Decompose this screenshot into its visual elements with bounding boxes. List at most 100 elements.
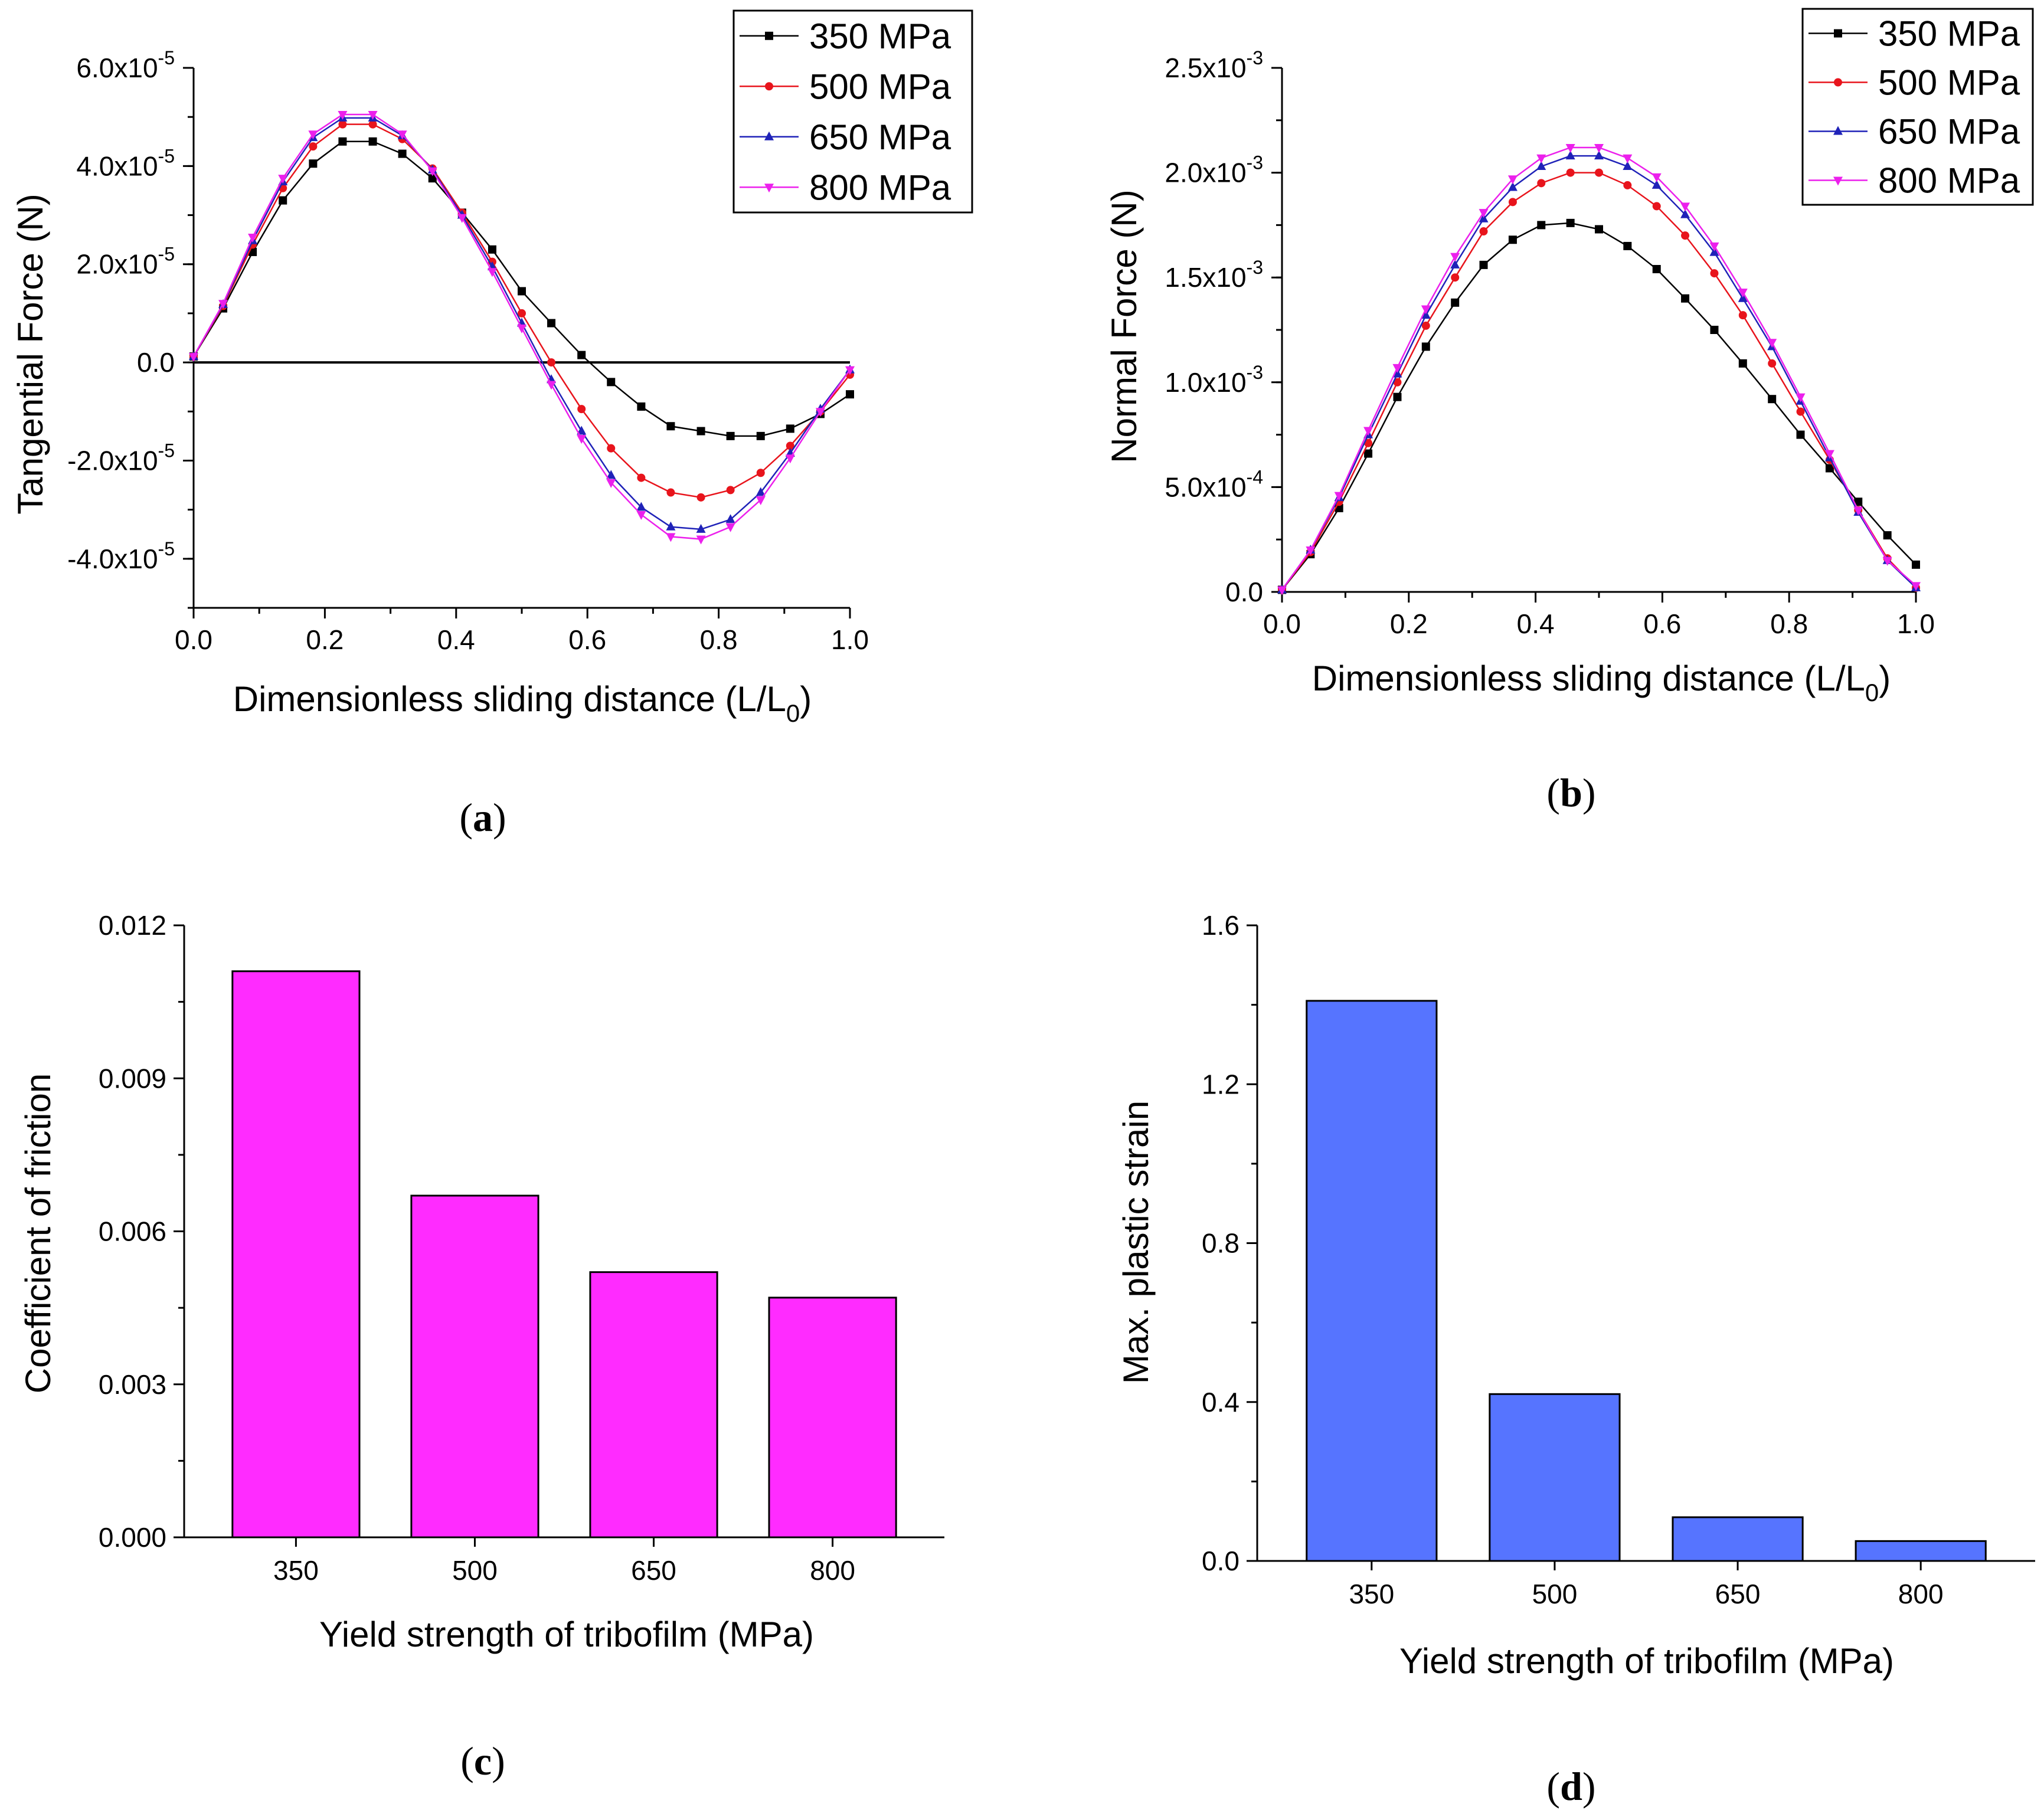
data-point xyxy=(666,533,676,542)
y-tick-label: 1.5x10-3 xyxy=(1165,257,1263,293)
data-point xyxy=(1738,359,1747,368)
y-tick-label: 0.8 xyxy=(1202,1228,1240,1259)
x-tick-label: 0.8 xyxy=(700,624,738,655)
data-point xyxy=(309,142,318,151)
y-tick-label: 2.5x10-3 xyxy=(1165,47,1263,83)
data-point xyxy=(756,496,766,505)
data-point xyxy=(606,479,616,488)
data-point xyxy=(1796,393,1806,402)
data-point xyxy=(1306,546,1316,555)
x-tick-label: 1.0 xyxy=(1897,608,1935,639)
x-axis-label: Yield strength of tribofilm (MPa) xyxy=(1399,1641,1894,1681)
legend-label: 500 MPa xyxy=(809,67,951,106)
data-point xyxy=(786,441,794,450)
chart-d-max-plastic-strain: 0.0 0.4 0.8 1.2 1.6 350 500 650 800 Yield strengt… xyxy=(1116,910,2035,1681)
x-axis-label: Dimensionless sliding distance (L/L0) xyxy=(1312,659,1891,706)
data-point xyxy=(1768,359,1777,368)
data-point xyxy=(1363,427,1373,436)
panel-label-d: (d) xyxy=(1546,1764,1595,1809)
data-point xyxy=(1854,497,1863,506)
legend-label: 350 MPa xyxy=(809,17,951,56)
data-point xyxy=(1508,235,1517,244)
data-point xyxy=(1652,264,1661,273)
data-point xyxy=(1825,464,1834,473)
series-line-500-mpa xyxy=(1281,172,1917,591)
x-tick-label: 1.0 xyxy=(831,624,869,655)
data-point xyxy=(189,353,198,362)
data-point xyxy=(338,137,347,146)
data-point xyxy=(1768,395,1777,404)
y-axis-label: Tangential Force (N) xyxy=(11,194,50,515)
x-tick-label: 350 xyxy=(1349,1579,1394,1609)
y-tick-label: 4.0x10-5 xyxy=(76,145,175,181)
data-point xyxy=(398,149,407,158)
y-tick-label: 5.0x10-4 xyxy=(1165,466,1263,502)
data-point xyxy=(756,469,765,477)
bar-350 xyxy=(231,970,361,1539)
data-point xyxy=(1536,161,1546,170)
y-tick-label: 0.009 xyxy=(99,1063,166,1094)
x-tick-label: 650 xyxy=(1715,1579,1761,1609)
data-point xyxy=(696,523,706,533)
panel-label-c: (c) xyxy=(460,1739,505,1783)
data-point xyxy=(1565,150,1575,160)
legend-marker xyxy=(765,31,773,40)
data-point xyxy=(1796,430,1805,439)
data-point xyxy=(577,351,586,359)
data-point xyxy=(1623,161,1633,170)
data-point xyxy=(666,521,676,531)
data-point xyxy=(696,427,705,436)
data-point xyxy=(1911,582,1921,591)
data-point xyxy=(368,120,377,129)
data-point xyxy=(518,309,526,317)
data-point xyxy=(1393,378,1402,387)
data-point xyxy=(1681,294,1690,303)
chart-c-coefficient-of-friction: 0.000 0.003 0.006 0.009 0.012 350 500 650 800 Yie… xyxy=(18,910,944,1654)
legend-label: 500 MPa xyxy=(1878,63,2020,103)
data-point xyxy=(725,514,735,523)
data-point xyxy=(1651,173,1662,182)
data-point xyxy=(1595,225,1603,234)
legend-label: 800 MPa xyxy=(1878,161,2020,201)
data-point xyxy=(338,111,348,120)
data-point xyxy=(1710,269,1719,278)
panel-letter-c: c xyxy=(474,1739,492,1783)
legend: 350 MPa 500 MPa 650 MPa 800 MPa xyxy=(1801,8,2034,206)
panel-label-b: (b) xyxy=(1546,770,1595,815)
x-tick-label: 500 xyxy=(1532,1579,1578,1609)
data-point xyxy=(279,196,287,205)
data-point xyxy=(309,159,318,168)
bar-500 xyxy=(1489,1393,1621,1562)
data-point xyxy=(1651,179,1662,189)
data-point xyxy=(1681,231,1690,240)
y-tick-label: 0.006 xyxy=(99,1216,166,1247)
data-point xyxy=(1450,259,1460,269)
series-line-650-mpa xyxy=(1281,155,1917,591)
data-point xyxy=(368,111,378,120)
legend-box xyxy=(1801,8,2034,206)
data-point xyxy=(606,470,616,479)
data-point xyxy=(636,502,646,511)
data-point xyxy=(428,174,437,183)
data-point xyxy=(397,130,407,140)
data-point xyxy=(1623,154,1633,163)
bar-350 xyxy=(1306,1000,1438,1562)
data-point xyxy=(1594,150,1604,160)
data-point xyxy=(1451,273,1460,282)
legend-marker xyxy=(764,184,774,193)
data-point xyxy=(666,422,675,431)
data-point xyxy=(1623,241,1632,250)
data-point xyxy=(577,425,587,435)
y-tick-label: 0.4 xyxy=(1202,1387,1240,1418)
legend-label: 650 MPa xyxy=(1878,112,2020,152)
data-point xyxy=(547,319,556,328)
legend-box xyxy=(732,9,973,214)
x-tick-label: 0.4 xyxy=(1517,608,1555,639)
bar-500 xyxy=(410,1194,539,1539)
data-point xyxy=(1421,310,1431,319)
x-tick-label: 0.2 xyxy=(1390,608,1428,639)
bar-800 xyxy=(768,1297,897,1539)
data-point xyxy=(607,444,616,453)
data-point xyxy=(637,402,646,411)
y-tick-label: 0.0 xyxy=(137,347,175,378)
